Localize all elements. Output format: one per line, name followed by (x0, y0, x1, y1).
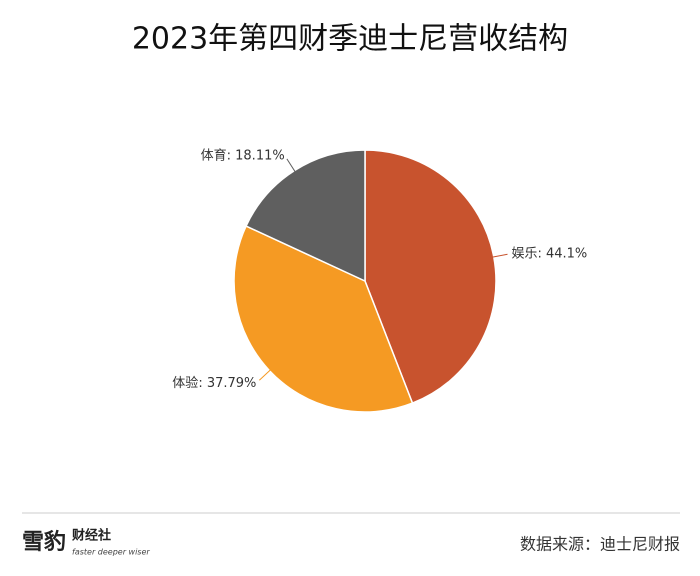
category-name: 娱乐 (511, 246, 537, 261)
slice-label: 娱乐: 44.1% (511, 246, 587, 261)
label-separator: : (537, 246, 546, 261)
slice-label: 体育: 18.11% (201, 147, 285, 163)
label-separator: : (227, 148, 236, 163)
slice-label: 体验: 37.79% (172, 375, 256, 391)
leader-line (491, 253, 508, 258)
leader-line (258, 368, 272, 381)
chart-title: 2023年第四财季迪士尼营收结构 (132, 22, 568, 57)
source: 数据来源：迪士尼财报 (520, 535, 680, 554)
leader-line (286, 158, 296, 173)
value-label: 37.79% (207, 376, 257, 391)
logo-main: 雪豹 (22, 529, 66, 555)
logo-side: 财经社 (72, 528, 111, 544)
category-name: 体验 (172, 375, 198, 391)
logo-slogan: faster deeper wiser (72, 548, 150, 557)
value-label: 44.1% (546, 246, 587, 261)
value-label: 18.11% (235, 148, 285, 163)
category-name: 体育 (201, 147, 227, 163)
pie: 娱乐: 44.1% 体验: 37.79% 体育: 18.11% (172, 147, 587, 413)
label-separator: : (198, 376, 207, 391)
